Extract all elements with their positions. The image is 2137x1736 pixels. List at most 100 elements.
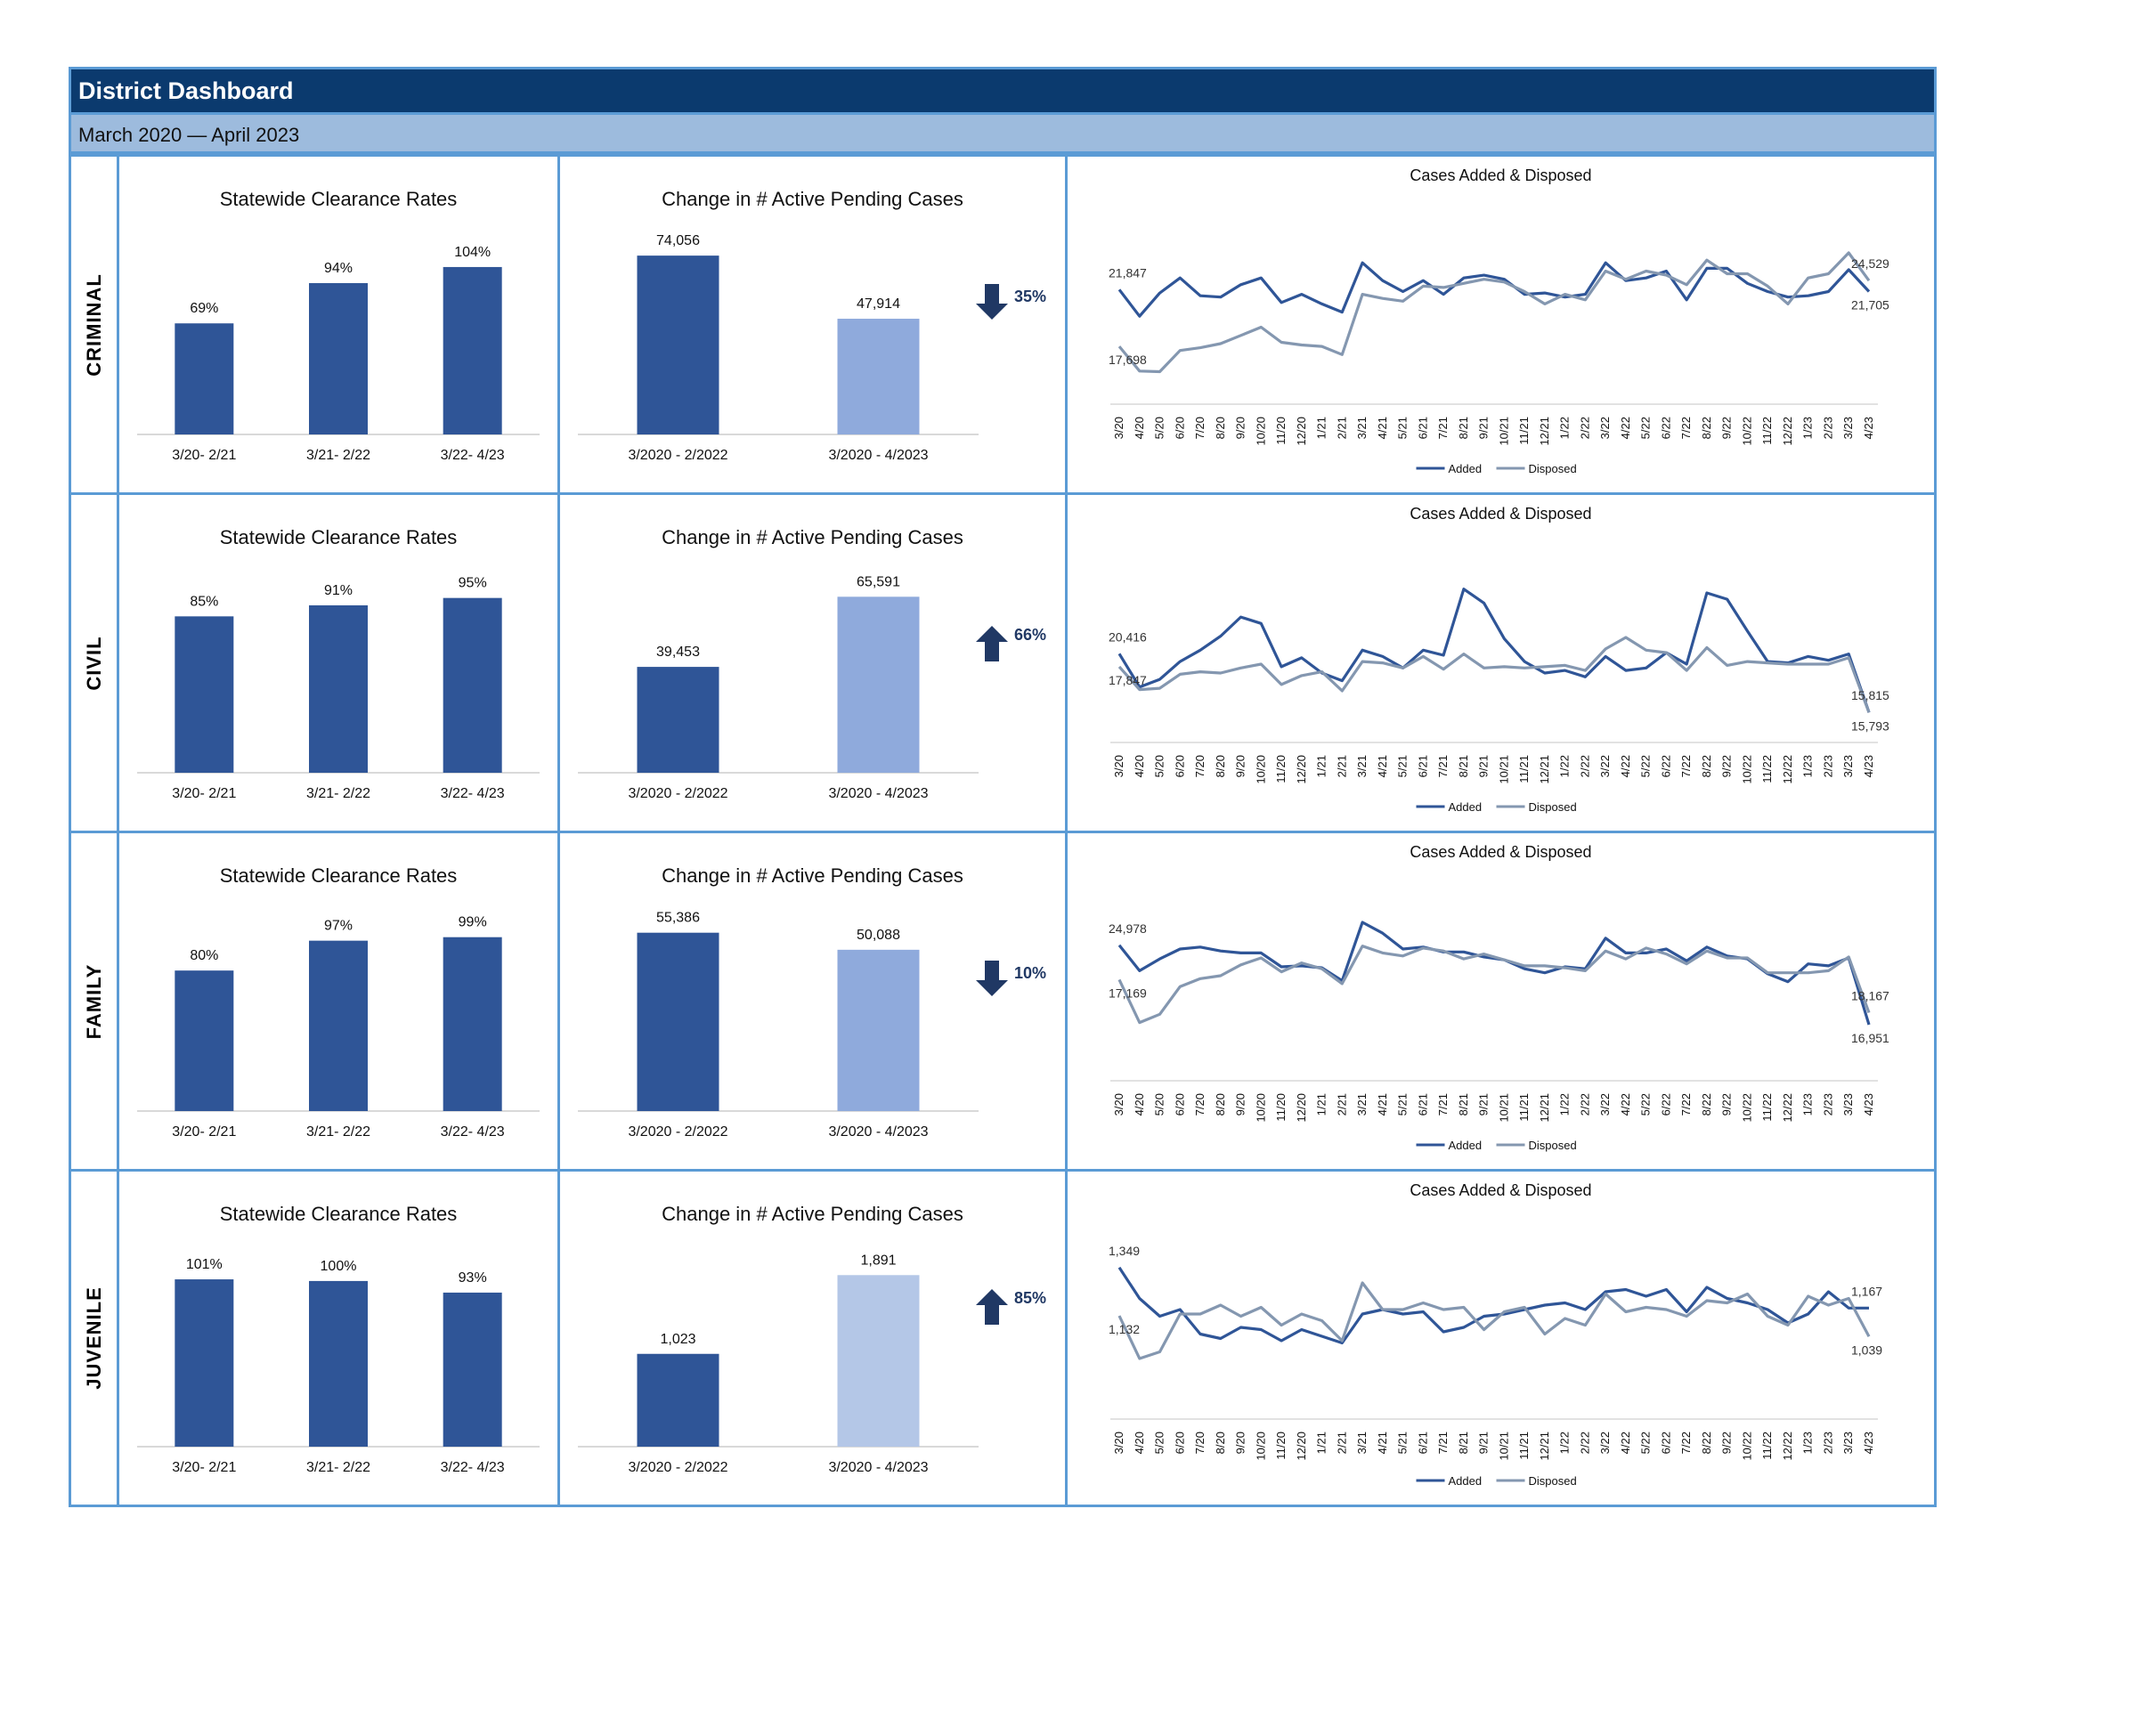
- x-tick-label: 6/20: [1173, 417, 1186, 439]
- x-tick-label: 9/22: [1720, 755, 1734, 777]
- bar: [637, 1353, 719, 1447]
- bar: [175, 323, 234, 434]
- x-tick-label: 10/20: [1254, 1432, 1267, 1461]
- chart-title: Statewide Clearance Rates: [220, 188, 458, 210]
- x-tick-label: 4/21: [1376, 417, 1389, 439]
- x-tick-label: 3/23: [1841, 755, 1855, 777]
- arrow-up-icon: [976, 626, 1008, 661]
- row-label-cell: JUVENILE: [71, 1172, 119, 1505]
- added-end-label: 21,705: [1851, 297, 1889, 312]
- pending-chart-svg: Change in # Active Pending Cases 55,386 3/…: [578, 864, 1046, 1140]
- percent-change: 85%: [1014, 1289, 1046, 1307]
- data-label: 85%: [190, 594, 218, 609]
- x-tick-label: 7/22: [1679, 1093, 1693, 1115]
- x-tick-label: 2/21: [1335, 755, 1348, 777]
- x-tick-label: 11/21: [1517, 1093, 1531, 1122]
- x-tick-label: 12/22: [1781, 755, 1794, 784]
- data-label: 1,023: [660, 1332, 695, 1347]
- x-tick-label: 8/21: [1457, 1432, 1470, 1454]
- x-tick-label: 5/22: [1639, 417, 1653, 439]
- disposed-end-label: 18,167: [1851, 988, 1889, 1002]
- added-start-label: 21,847: [1109, 265, 1147, 280]
- x-tick-label: 1/22: [1558, 1432, 1572, 1454]
- x-tick-label: 12/22: [1781, 1093, 1794, 1123]
- x-tick-label: 5/21: [1396, 1093, 1410, 1115]
- series-line-added: [1117, 1266, 1869, 1345]
- bar: [443, 937, 502, 1111]
- disposed-start-label: 17,698: [1109, 353, 1147, 367]
- data-label: 95%: [459, 576, 487, 591]
- x-tick-label: 9/22: [1720, 1432, 1734, 1454]
- data-label: 100%: [321, 1259, 357, 1274]
- disposed-end-label: 24,529: [1851, 256, 1889, 271]
- category-label: 3/2020 - 4/2023: [828, 448, 928, 463]
- data-label: 65,591: [857, 574, 900, 589]
- bar: [175, 616, 234, 773]
- series-line-added: [1117, 921, 1871, 1026]
- row-juvenile: JUVENILE Statewide Clearance Rates 101% 3/…: [71, 1169, 1934, 1505]
- x-tick-label: 7/22: [1679, 417, 1693, 439]
- category-label: 3/22- 4/23: [441, 786, 505, 801]
- row-label-cell: CRIMINAL: [71, 157, 119, 492]
- x-tick-label: 8/22: [1700, 417, 1713, 439]
- x-tick-label: 11/22: [1760, 1093, 1774, 1122]
- x-tick-label: 12/20: [1295, 755, 1308, 784]
- date-range: March 2020 — April 2023: [78, 124, 300, 146]
- pending-chart-svg: Change in # Active Pending Cases 39,453 3/…: [578, 526, 1046, 801]
- x-tick-label: 9/20: [1234, 1093, 1247, 1115]
- chart-title: Cases Added & Disposed: [1410, 1181, 1591, 1199]
- x-tick-label: 4/22: [1619, 1093, 1632, 1115]
- x-tick-label: 12/22: [1781, 417, 1794, 446]
- x-tick-label: 1/23: [1801, 755, 1815, 777]
- x-tick-label: 7/21: [1436, 417, 1450, 439]
- added-end-label: 1,167: [1851, 1284, 1882, 1298]
- legend-disposed-label: Disposed: [1529, 800, 1577, 814]
- category-label: 3/21- 2/22: [306, 1124, 370, 1140]
- trend-panel: Cases Added & Disposed 3/20 4/20 5/20 6/20 7/…: [1068, 495, 1934, 831]
- x-tick-label: 7/20: [1193, 755, 1207, 777]
- x-tick-label: 11/21: [1517, 1432, 1531, 1460]
- bar: [837, 596, 920, 773]
- row-civil: CIVIL Statewide Clearance Rates 85% 3/20- …: [71, 492, 1934, 831]
- row-label: CRIMINAL: [82, 272, 105, 377]
- chart-title: Statewide Clearance Rates: [220, 864, 458, 887]
- x-tick-label: 3/20: [1112, 417, 1125, 439]
- pending-panel: Change in # Active Pending Cases 39,453 3/…: [560, 495, 1068, 831]
- x-tick-label: 9/22: [1720, 1093, 1734, 1115]
- bar: [309, 1280, 368, 1447]
- x-tick-label: 3/22: [1598, 1432, 1612, 1454]
- category-label: 3/2020 - 4/2023: [828, 1124, 928, 1140]
- x-tick-label: 8/21: [1457, 755, 1470, 777]
- bar: [837, 1275, 920, 1447]
- data-label: 91%: [324, 583, 353, 598]
- x-tick-label: 2/21: [1335, 1432, 1348, 1454]
- x-tick-label: 1/21: [1315, 755, 1329, 777]
- data-label: 101%: [186, 1257, 223, 1272]
- legend-disposed-label: Disposed: [1529, 1474, 1577, 1488]
- chart-title: Change in # Active Pending Cases: [662, 526, 963, 548]
- series-line-disposed: [1117, 251, 1871, 374]
- x-tick-label: 6/22: [1659, 755, 1672, 777]
- legend-added-label: Added: [1449, 462, 1483, 475]
- x-tick-label: 8/21: [1457, 1093, 1470, 1115]
- x-tick-label: 4/23: [1862, 755, 1875, 777]
- data-label: 47,914: [857, 296, 900, 312]
- x-tick-label: 3/23: [1841, 417, 1855, 439]
- arrow-up-icon: [976, 1289, 1008, 1325]
- category-label: 3/2020 - 4/2023: [828, 1460, 928, 1475]
- bar: [309, 940, 368, 1111]
- added-start-label: 24,978: [1109, 921, 1147, 936]
- x-tick-label: 5/21: [1396, 1432, 1410, 1454]
- category-label: 3/21- 2/22: [306, 448, 370, 463]
- x-tick-label: 3/23: [1841, 1432, 1855, 1454]
- bar: [637, 932, 719, 1111]
- x-tick-label: 4/23: [1862, 1093, 1875, 1115]
- x-tick-label: 6/20: [1173, 1093, 1186, 1115]
- x-tick-label: 10/20: [1254, 1093, 1267, 1123]
- x-tick-label: 2/22: [1578, 1432, 1591, 1454]
- x-tick-label: 3/20: [1112, 755, 1125, 777]
- x-tick-label: 7/22: [1679, 755, 1693, 777]
- percent-change: 10%: [1014, 964, 1046, 982]
- x-tick-label: 9/21: [1477, 755, 1491, 777]
- dashboard-header: District Dashboard: [71, 69, 1934, 115]
